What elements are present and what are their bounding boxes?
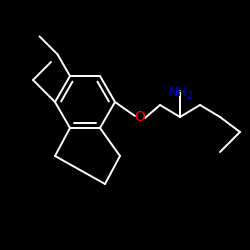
Text: 2: 2 <box>186 91 192 101</box>
Text: O: O <box>134 110 145 124</box>
Text: NH: NH <box>168 86 188 100</box>
